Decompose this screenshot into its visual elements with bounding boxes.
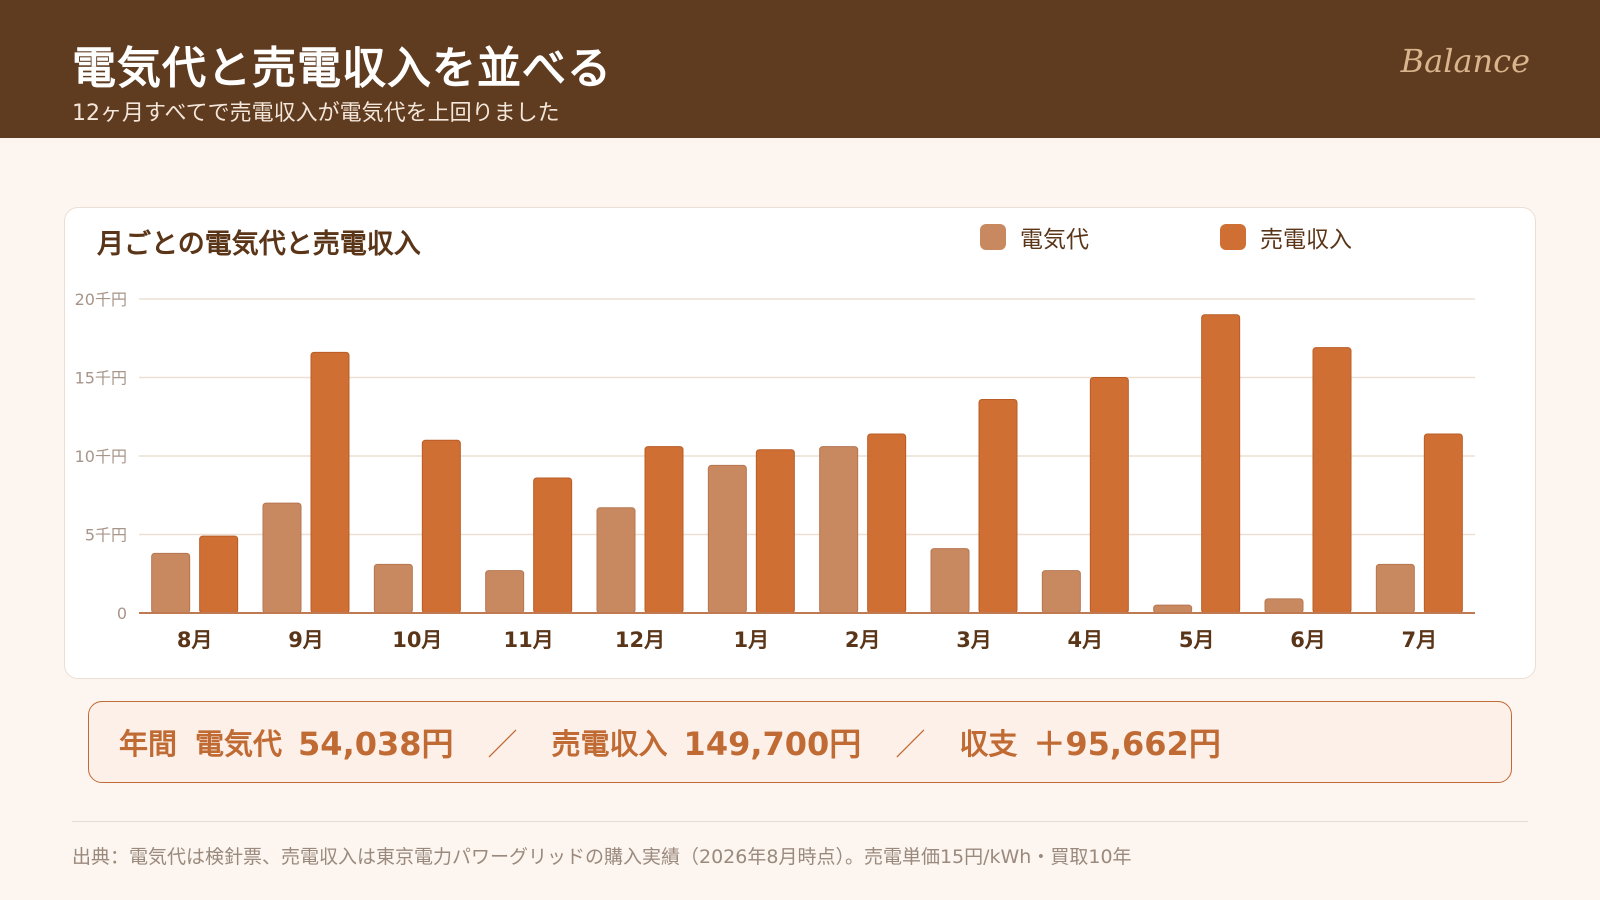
summary-elec-label: 電気代: [195, 727, 283, 761]
x-tick-label: 8月: [177, 628, 213, 652]
annual-summary: 年間 電気代 54,038円 ／ 売電収入 149,700円 ／ 収支 ＋95,…: [88, 701, 1512, 783]
x-tick-label: 10月: [392, 628, 442, 652]
summary-separator: ／: [487, 728, 518, 763]
bar-sales: [421, 439, 461, 614]
bar-sales: [978, 398, 1018, 614]
bar-electricity: [596, 507, 636, 614]
bar-sales: [310, 351, 350, 614]
x-tick-label: 3月: [956, 628, 992, 652]
bar-electricity: [485, 570, 525, 614]
footer-divider: [72, 821, 1528, 822]
chart-title: 月ごとの電気代と売電収入: [97, 229, 421, 260]
chart-card: 0 5千円 10千円 15千円 20千円 8月 9月 10月 11月 12月 1月 2月 3月 4月 5月 6…: [64, 207, 1536, 679]
x-tick-label: 4月: [1068, 628, 1104, 652]
summary-elec-value: 54,038円: [298, 725, 454, 763]
x-tick-label: 1月: [734, 628, 770, 652]
page-subtitle: 12ヶ月すべてで売電収入が電気代を上回りました: [72, 101, 560, 126]
legend-item-sales: 売電収入: [1220, 220, 1352, 254]
y-tick-label: 20千円: [75, 290, 127, 309]
x-tick-label: 11月: [504, 628, 554, 652]
header-bar: 電気代と売電収入を並べる 12ヶ月すべてで売電収入が電気代を上回りました Bal…: [0, 0, 1600, 138]
legend-swatch-sales: [1220, 224, 1246, 250]
page-title: 電気代と売電収入を並べる: [72, 43, 612, 94]
legend-label-sales: 売電収入: [1260, 227, 1352, 253]
bar-electricity: [151, 552, 191, 614]
bar-sales: [867, 433, 907, 614]
summary-balance-label: 収支: [959, 727, 1018, 761]
y-tick-label: 15千円: [75, 369, 127, 388]
brand-logo: Balance: [1400, 42, 1530, 80]
x-tick-label: 6月: [1290, 628, 1326, 652]
y-tick-label: 5千円: [85, 526, 127, 545]
bar-electricity: [262, 502, 302, 614]
y-tick-label: 0: [117, 604, 127, 623]
x-tick-label: 7月: [1402, 628, 1438, 652]
bar-sales: [755, 449, 795, 614]
bar-electricity: [1153, 604, 1193, 614]
bar-sales: [644, 446, 684, 614]
bar-sales: [1089, 377, 1129, 614]
y-tick-label: 10千円: [75, 447, 127, 466]
bar-electricity: [930, 548, 970, 614]
bar-sales: [1312, 347, 1352, 614]
summary-balance-value: ＋95,662円: [1033, 725, 1221, 763]
summary-sales-label: 売電収入: [551, 727, 668, 761]
bar-electricity: [1264, 598, 1304, 614]
bar-electricity: [707, 464, 747, 614]
source-note: 出典：電気代は検針票、売電収入は東京電力パワーグリッドの購入実績（2026年8月…: [72, 846, 1132, 868]
bar-electricity: [1041, 570, 1081, 614]
bar-electricity: [819, 446, 859, 614]
x-tick-label: 9月: [288, 628, 324, 652]
bar-sales: [533, 477, 573, 614]
x-tick-label: 2月: [845, 628, 881, 652]
summary-sales-value: 149,700円: [683, 725, 862, 763]
bar-chart: 0 5千円 10千円 15千円 20千円 8月 9月 10月 11月 12月 1月 2月 3月 4月 5月 6…: [75, 290, 1475, 652]
bar-sales: [1201, 314, 1241, 614]
bar-electricity: [1375, 563, 1415, 614]
bar-sales: [199, 535, 239, 614]
bar-sales: [1423, 433, 1463, 614]
legend-item-electricity: 電気代: [980, 220, 1089, 254]
legend-label-electricity: 電気代: [1020, 227, 1089, 253]
summary-separator: ／: [895, 728, 926, 763]
summary-year-label: 年間: [119, 727, 178, 761]
legend-swatch-electricity: [980, 224, 1006, 250]
x-tick-label: 12月: [615, 628, 665, 652]
x-tick-label: 5月: [1179, 628, 1215, 652]
bar-electricity: [373, 563, 413, 614]
